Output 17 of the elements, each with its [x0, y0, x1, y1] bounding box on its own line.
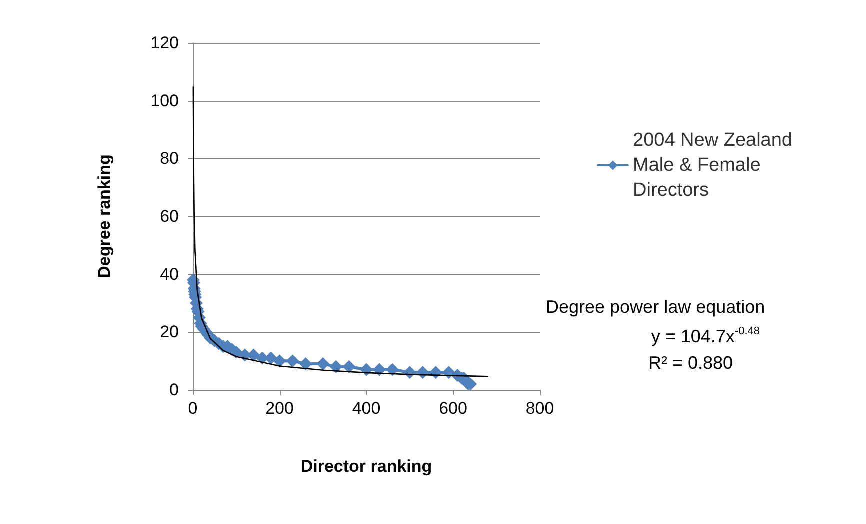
x-tick-label: 200	[266, 399, 294, 418]
y-tick-label: 20	[160, 322, 179, 342]
y-tick-label: 80	[160, 149, 179, 168]
y-tick-label: 120	[150, 34, 179, 52]
text: R² = 0.880	[648, 353, 734, 373]
x-tick-label: 400	[352, 399, 381, 418]
legend-label: 2004 New Zealand Male & Female Directors	[633, 130, 798, 201]
y-tick-label: 0	[170, 380, 179, 400]
text: Degree power law equation	[546, 297, 766, 317]
x-axis-title: Director ranking	[300, 457, 432, 476]
y-tick-label: 60	[160, 207, 179, 226]
x-tick-label: 800	[526, 399, 554, 418]
y-axis-title: Degree ranking	[95, 154, 114, 278]
y-tick-label: 40	[160, 264, 179, 284]
x-tick-label: 0	[188, 399, 198, 418]
y-tick-label: 100	[150, 91, 179, 110]
x-tick-label: 600	[439, 399, 468, 418]
